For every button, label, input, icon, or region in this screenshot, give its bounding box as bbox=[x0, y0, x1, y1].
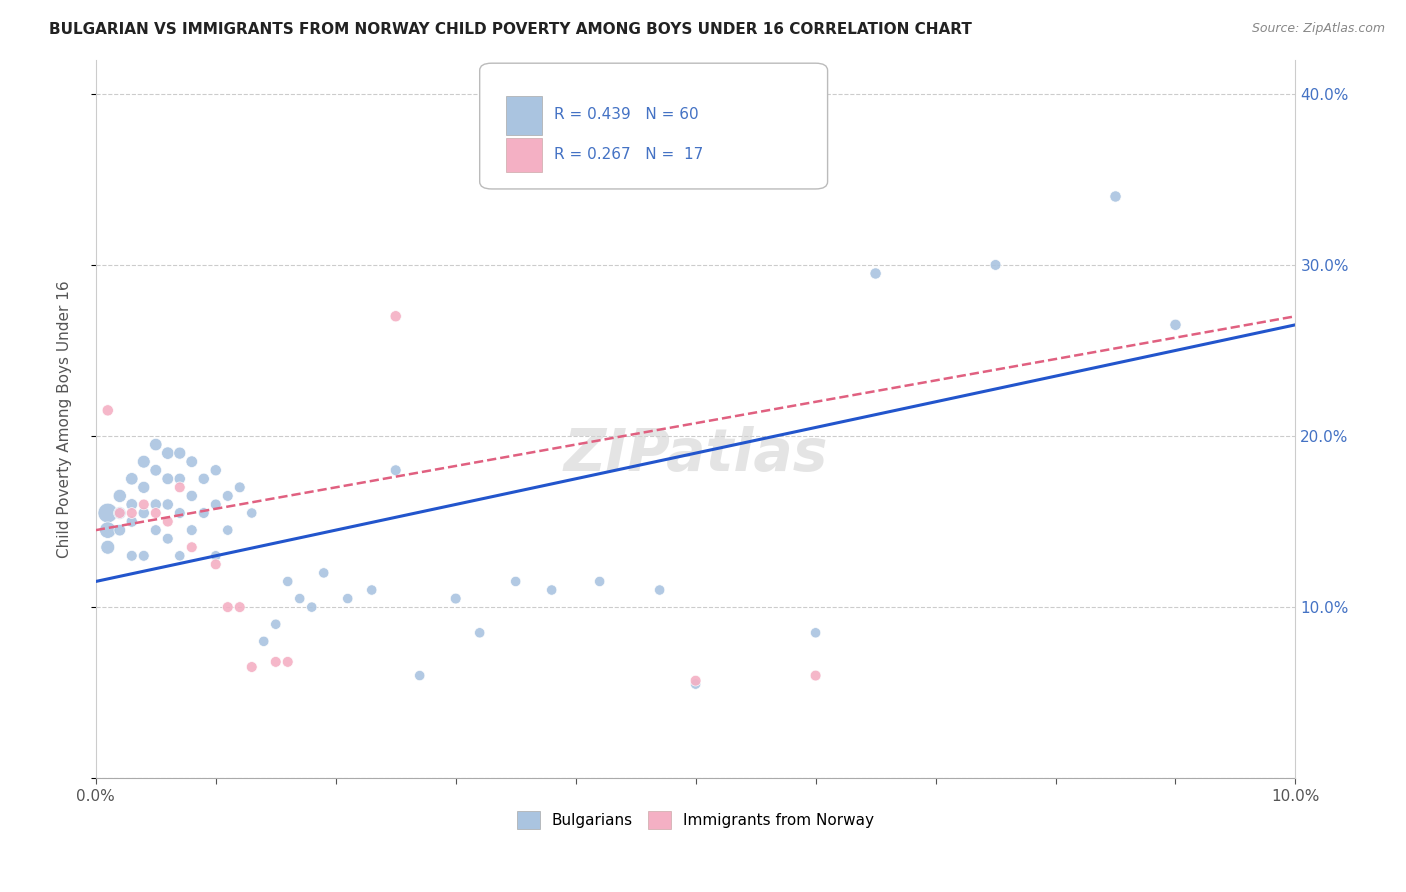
Point bbox=[984, 258, 1007, 272]
Point bbox=[204, 463, 226, 477]
Point bbox=[132, 455, 155, 469]
Point bbox=[204, 498, 226, 512]
Point bbox=[193, 506, 215, 520]
Point bbox=[240, 660, 263, 674]
Point bbox=[145, 437, 167, 451]
Point bbox=[264, 617, 287, 632]
Point bbox=[865, 267, 887, 281]
Text: ZIPatlas: ZIPatlas bbox=[564, 426, 828, 483]
Point bbox=[384, 463, 406, 477]
Point bbox=[409, 668, 432, 682]
Point bbox=[301, 600, 323, 615]
Point bbox=[277, 655, 299, 669]
Point bbox=[540, 582, 562, 597]
Point bbox=[121, 515, 143, 529]
Point bbox=[145, 523, 167, 537]
Point bbox=[121, 472, 143, 486]
Point bbox=[193, 472, 215, 486]
Point bbox=[444, 591, 467, 606]
Point bbox=[156, 472, 179, 486]
FancyBboxPatch shape bbox=[506, 138, 543, 172]
Point bbox=[180, 540, 202, 554]
Point bbox=[804, 625, 827, 640]
Point bbox=[240, 506, 263, 520]
Point bbox=[588, 574, 610, 589]
Point bbox=[156, 532, 179, 546]
Point bbox=[277, 574, 299, 589]
Point bbox=[360, 582, 382, 597]
Point bbox=[384, 310, 406, 324]
Point bbox=[121, 498, 143, 512]
Point bbox=[468, 625, 491, 640]
Point bbox=[97, 540, 120, 554]
Point bbox=[685, 677, 707, 691]
Text: Source: ZipAtlas.com: Source: ZipAtlas.com bbox=[1251, 22, 1385, 36]
Point bbox=[217, 523, 239, 537]
Point bbox=[132, 506, 155, 520]
Point bbox=[229, 600, 252, 615]
Point bbox=[145, 463, 167, 477]
Text: R = 0.267   N =  17: R = 0.267 N = 17 bbox=[554, 147, 703, 162]
Point bbox=[97, 403, 120, 417]
Point bbox=[253, 634, 276, 648]
FancyBboxPatch shape bbox=[479, 63, 828, 189]
Point bbox=[169, 480, 191, 494]
Point bbox=[217, 600, 239, 615]
Point bbox=[288, 591, 311, 606]
Point bbox=[121, 549, 143, 563]
Point bbox=[97, 506, 120, 520]
Legend: Bulgarians, Immigrants from Norway: Bulgarians, Immigrants from Norway bbox=[510, 805, 880, 835]
Point bbox=[169, 472, 191, 486]
Point bbox=[804, 668, 827, 682]
Point bbox=[180, 455, 202, 469]
Point bbox=[312, 566, 335, 580]
Point bbox=[132, 549, 155, 563]
Point bbox=[132, 480, 155, 494]
Point bbox=[180, 489, 202, 503]
Point bbox=[648, 582, 671, 597]
Point bbox=[108, 506, 131, 520]
Point bbox=[217, 489, 239, 503]
Point bbox=[169, 446, 191, 460]
Point bbox=[169, 549, 191, 563]
Point bbox=[505, 574, 527, 589]
Point bbox=[121, 506, 143, 520]
Point bbox=[336, 591, 359, 606]
Text: BULGARIAN VS IMMIGRANTS FROM NORWAY CHILD POVERTY AMONG BOYS UNDER 16 CORRELATIO: BULGARIAN VS IMMIGRANTS FROM NORWAY CHIL… bbox=[49, 22, 972, 37]
Point bbox=[156, 498, 179, 512]
Point bbox=[685, 673, 707, 688]
Point bbox=[108, 489, 131, 503]
Point bbox=[132, 498, 155, 512]
Point bbox=[229, 480, 252, 494]
Text: R = 0.439   N = 60: R = 0.439 N = 60 bbox=[554, 107, 699, 121]
Point bbox=[204, 558, 226, 572]
Point bbox=[169, 506, 191, 520]
Point bbox=[156, 515, 179, 529]
Point bbox=[108, 523, 131, 537]
Point bbox=[156, 446, 179, 460]
Point bbox=[1164, 318, 1187, 332]
Point bbox=[108, 506, 131, 520]
Point bbox=[204, 549, 226, 563]
FancyBboxPatch shape bbox=[506, 95, 543, 135]
Y-axis label: Child Poverty Among Boys Under 16: Child Poverty Among Boys Under 16 bbox=[58, 280, 72, 558]
Point bbox=[264, 655, 287, 669]
Point bbox=[1104, 189, 1126, 203]
Point bbox=[145, 498, 167, 512]
Point bbox=[145, 506, 167, 520]
Point bbox=[180, 523, 202, 537]
Point bbox=[97, 523, 120, 537]
